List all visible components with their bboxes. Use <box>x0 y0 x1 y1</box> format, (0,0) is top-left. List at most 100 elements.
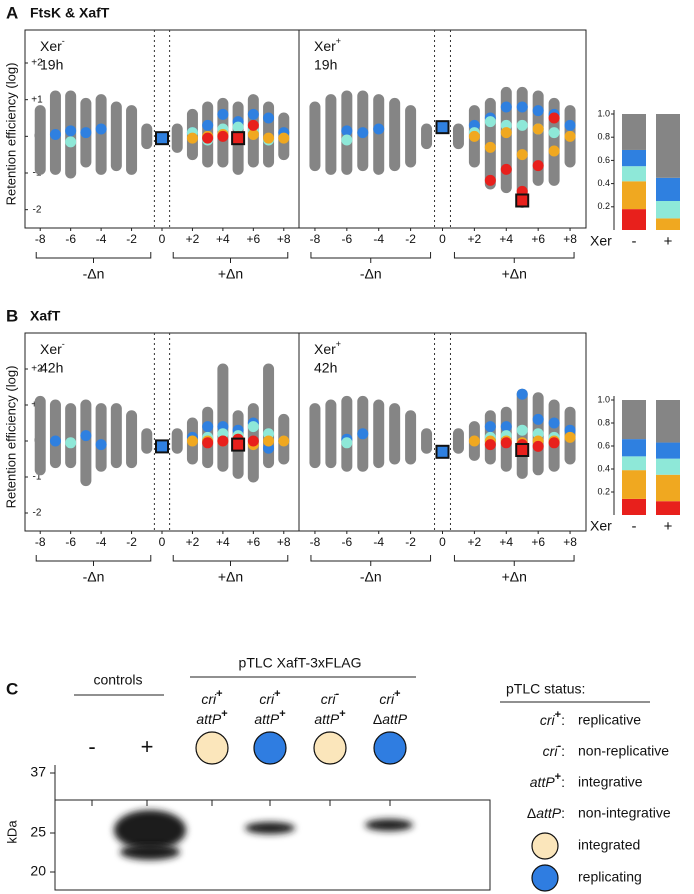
y-tick-label: +2 <box>31 58 43 69</box>
blot-frame <box>54 765 491 891</box>
lane-state <box>195 731 229 765</box>
x-tick-label: -2 <box>126 535 137 549</box>
value-range <box>532 90 544 186</box>
lane-state <box>253 731 287 765</box>
point <box>468 435 480 447</box>
value-range <box>126 410 138 469</box>
value-range <box>516 86 528 208</box>
point <box>532 123 544 135</box>
value-range <box>325 94 337 175</box>
point <box>247 129 259 140</box>
point <box>65 437 77 449</box>
x-tick-label: +6 <box>531 232 545 246</box>
control-sign: - <box>88 734 95 759</box>
y-tick-label: -2 <box>33 508 42 519</box>
panel-time: 42h <box>314 360 337 376</box>
point <box>500 437 512 449</box>
point <box>263 112 275 124</box>
x-tick-label: -2 <box>126 232 137 246</box>
lane-cri: cri+ <box>201 688 222 707</box>
bracket <box>172 555 289 566</box>
group-label: +Δn <box>502 266 527 282</box>
point <box>516 388 528 400</box>
lane-cri: cri- <box>321 688 340 707</box>
legend-desc: non-replicative <box>578 743 669 759</box>
attp-term: attP <box>314 711 340 727</box>
value-range <box>452 123 464 150</box>
bar-segment <box>622 456 646 471</box>
x-tick-label: -6 <box>65 232 76 246</box>
value-range <box>421 123 433 150</box>
attp-sup: + <box>279 708 285 720</box>
y-tick-label: +1 <box>31 94 43 105</box>
x-tick-label: -2 <box>405 232 416 246</box>
point <box>357 428 369 440</box>
reference-square <box>155 131 169 146</box>
x-tick-label: -6 <box>341 232 352 246</box>
value-range <box>49 399 61 469</box>
panel-label: Xer+ <box>314 36 341 53</box>
point <box>500 421 512 433</box>
point <box>516 424 528 436</box>
y-tick-label: 0.6 <box>597 155 610 165</box>
panel-label-text: Xer <box>40 341 62 357</box>
value-range <box>80 399 92 487</box>
value-range <box>171 428 183 454</box>
value-range <box>110 403 122 469</box>
y-tick-label: +2 <box>31 364 43 375</box>
point <box>217 108 229 120</box>
x-tick-label: +8 <box>277 535 291 549</box>
x-tick-label: -8 <box>310 535 321 549</box>
cri-sup: + <box>394 688 400 700</box>
x-tick-label: 0 <box>159 535 166 549</box>
panel-title: XafT <box>30 308 61 324</box>
point <box>65 125 77 137</box>
legend-circle <box>531 832 559 860</box>
group-label: -Δn <box>83 569 105 585</box>
y-tick-label: 0.2 <box>597 486 610 496</box>
point <box>202 119 214 131</box>
construct-label: pTLC XafT-3xFLAG <box>239 655 362 671</box>
value-range <box>325 399 337 469</box>
point <box>532 440 544 452</box>
bar-segment <box>656 458 680 475</box>
attp-prefix: Δ <box>373 711 382 727</box>
x-axis-label: Xer <box>590 518 612 534</box>
lane-cri: cri+ <box>259 688 280 707</box>
point <box>516 119 528 131</box>
term-colon: : <box>561 712 565 728</box>
legend-term: attP+: <box>530 771 565 790</box>
point <box>500 101 512 113</box>
panel-letter: A <box>6 3 18 22</box>
bar-segment <box>622 166 646 182</box>
group-label: +Δn <box>218 569 243 585</box>
panel-letter: C <box>6 679 18 698</box>
bracket <box>453 555 575 566</box>
value-range <box>110 101 122 172</box>
point <box>341 437 353 449</box>
point <box>532 160 544 172</box>
x-tick-label: -4 <box>373 232 384 246</box>
panel-label: Xer- <box>40 339 65 356</box>
bracket <box>310 555 432 566</box>
x-tick-label: -2 <box>405 535 416 549</box>
bar-segment <box>656 442 680 459</box>
point <box>564 119 576 131</box>
protein-band <box>120 844 180 860</box>
point <box>357 127 369 139</box>
point <box>247 119 259 131</box>
term-colon: : <box>561 774 565 790</box>
x-tick-label: +2 <box>186 535 200 549</box>
value-range <box>95 403 107 472</box>
bracket <box>35 555 152 566</box>
lane-attp: attP+ <box>254 708 285 727</box>
x-tick-label: +8 <box>563 535 577 549</box>
panel-time: 19h <box>40 57 63 73</box>
value-range <box>373 399 385 469</box>
y-tick-label: 1.0 <box>597 394 610 404</box>
point <box>186 132 198 144</box>
point <box>217 435 229 447</box>
legend-desc: non-integrative <box>578 805 671 821</box>
panel-label-sup: - <box>62 36 65 46</box>
x-tick-label: +6 <box>531 535 545 549</box>
